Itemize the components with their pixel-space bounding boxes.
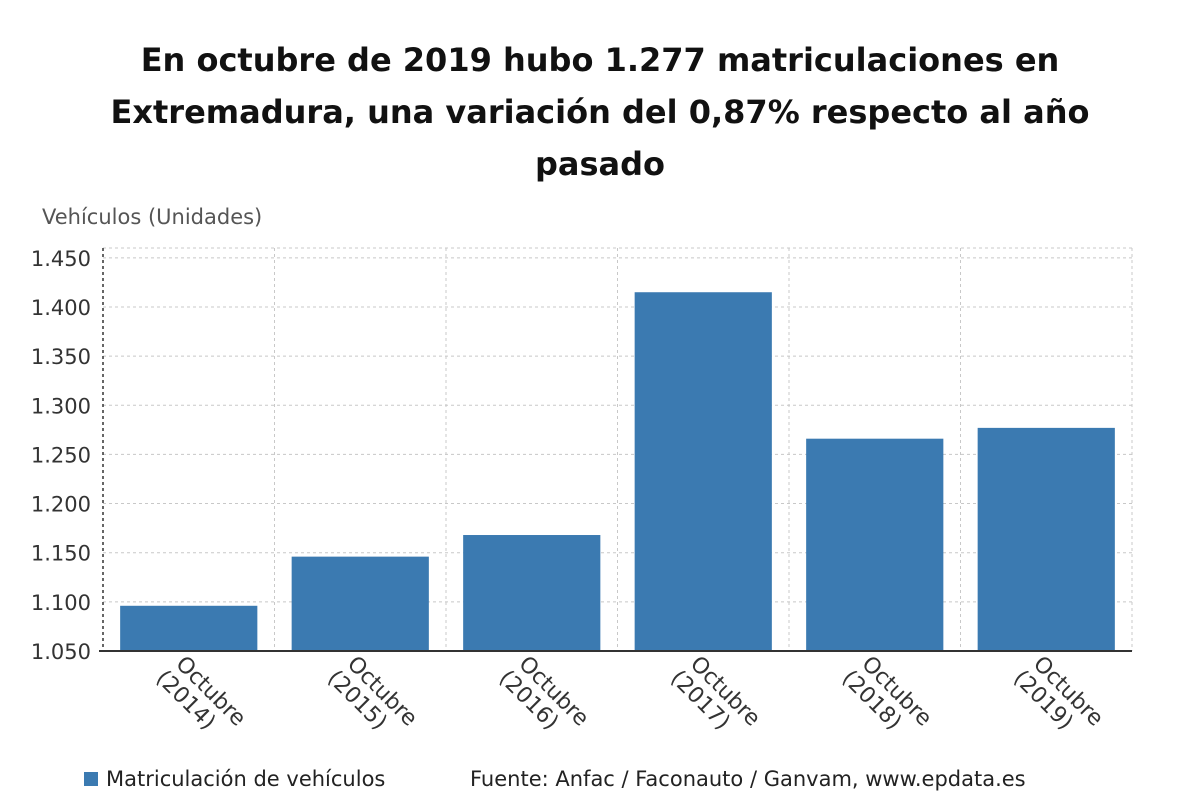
x-tick-label: Octubre(2017) <box>665 649 765 749</box>
y-tick-label: 1.450 <box>31 247 91 271</box>
y-tick-label: 1.250 <box>31 443 91 467</box>
y-tick-label: 1.350 <box>31 345 91 369</box>
bar <box>806 438 944 651</box>
bar <box>120 605 258 651</box>
y-tick-labels: 1.050 1.100 1.150 1.200 1.250 1.300 1.350 1.400… <box>31 247 91 664</box>
x-tick-label: Octubre(2015) <box>322 649 422 749</box>
x-tick-label: Octubre(2019) <box>1008 649 1108 749</box>
bar <box>634 292 772 651</box>
y-tick-label: 1.050 <box>31 640 91 664</box>
y-axis-label: Vehículos (Unidades) <box>42 205 263 229</box>
x-tick-label: Octubre(2018) <box>837 649 937 749</box>
bars <box>120 292 1115 651</box>
y-tick-label: 1.100 <box>31 591 91 615</box>
legend-label: Matriculación de vehículos <box>106 767 386 791</box>
source-note: Fuente: Anfac / Faconauto / Ganvam, www.… <box>470 767 1026 791</box>
title-line-3: pasado <box>534 145 666 183</box>
legend-swatch <box>84 772 98 786</box>
title-line-2: Extremadura, una variación del 0,87% res… <box>110 93 1090 131</box>
y-tick-label: 1.150 <box>31 542 91 566</box>
y-tick-label: 1.300 <box>31 394 91 418</box>
x-tick-label: Octubre(2016) <box>494 649 594 749</box>
x-tick-labels: Octubre(2014) Octubre(2015) Octubre(2016) O… <box>151 649 1108 749</box>
bar <box>463 535 601 651</box>
bar <box>977 427 1115 651</box>
chart-title: En octubre de 2019 hubo 1.277 matriculac… <box>0 34 1200 190</box>
legend: Matriculación de vehículos <box>84 767 385 791</box>
axes <box>99 248 1132 652</box>
grid-lines <box>103 247 1133 651</box>
x-tick-label: Octubre(2014) <box>151 649 251 749</box>
bar <box>291 556 429 651</box>
y-tick-label: 1.400 <box>31 296 91 320</box>
y-tick-label: 1.200 <box>31 493 91 517</box>
title-line-1: En octubre de 2019 hubo 1.277 matriculac… <box>140 41 1060 79</box>
